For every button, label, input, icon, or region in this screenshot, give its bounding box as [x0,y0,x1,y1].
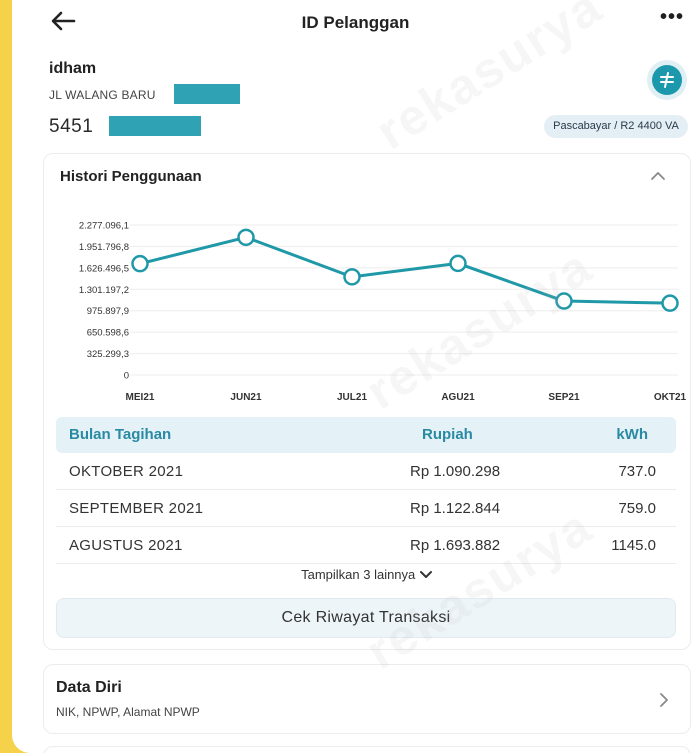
y-tick-label: 0 [124,371,129,382]
app-screen: ID Pelanggan ••• idham JL WALANG BARU 54… [12,0,699,753]
usage-history-card: Histori Penggunaan 2.277.096,1 1.951.796,… [43,153,691,650]
x-tick-label: OKT21 [654,392,687,403]
table-row: AGUSTUS 2021 Rp 1.693.882 1145.0 [56,527,676,564]
table-row: OKTOBER 2021 Rp 1.090.298 737.0 [56,453,676,490]
billing-table: Bulan Tagihan Rupiah kWh OKTOBER 2021 Rp… [56,417,676,564]
x-tick-label: MEI21 [126,392,155,403]
series-line [139,235,671,305]
row-amount: Rp 1.693.882 [410,537,501,554]
personal-data-card[interactable]: Data Diri NIK, NPWP, Alamat NPWP [43,664,691,734]
usage-chart-svg: 2.277.096,1 1.951.796,8 1.626.496,5 1.301.1… [79,221,687,404]
row-amount: Rp 1.090.298 [410,463,501,480]
chevron-up-icon[interactable] [648,168,668,184]
header-kwh: kWh [616,426,648,443]
chevron-down-icon [419,567,433,582]
personal-data-subtitle: NIK, NPWP, Alamat NPWP [56,705,200,719]
y-tick-label: 650.598,6 [87,328,129,339]
row-amount: Rp 1.122.844 [410,500,501,517]
y-tick-label: 325.299,3 [87,349,129,360]
data-point [343,268,361,286]
y-tick-label: 1.951.796,8 [79,242,129,253]
more-options-icon[interactable]: ••• [659,6,684,28]
data-point [661,294,679,312]
transaction-history-button[interactable]: Cek Riwayat Transaksi [56,598,676,638]
table-header: Bulan Tagihan Rupiah kWh [56,417,676,453]
x-tick-label: JUN21 [230,392,262,403]
customer-id: 5451 [49,116,94,137]
header-amount: Rupiah [422,426,473,443]
usage-history-title: Histori Penggunaan [60,168,202,185]
row-month: SEPTEMBER 2021 [69,500,204,517]
data-point [449,254,467,273]
row-kwh: 759.0 [618,500,656,517]
x-tick-label: AGU21 [441,392,475,403]
usage-line-chart: 2.277.096,1 1.951.796,8 1.626.496,5 1.301.1… [44,204,692,414]
back-arrow-icon[interactable] [48,8,78,34]
electricity-logo-icon [647,60,687,100]
next-card [43,746,691,753]
table-row: SEPTEMBER 2021 Rp 1.122.844 759.0 [56,490,676,527]
personal-data-title: Data Diri [56,679,122,696]
row-month: AGUSTUS 2021 [69,537,183,554]
y-tick-label: 1.626.496,5 [79,263,129,274]
show-more-button[interactable]: Tampilkan 3 lainnya [44,566,690,582]
y-tick-label: 1.301.197,2 [79,285,129,296]
chevron-right-icon [658,691,670,709]
redaction-block [174,84,240,104]
x-tick-label: SEP21 [548,392,580,403]
x-tick-label: JUL21 [337,392,367,403]
data-point [131,254,149,273]
customer-name: idham [49,60,97,77]
data-point [555,292,573,310]
tariff-badge: Pascabayar / R2 4400 VA [544,115,688,138]
top-bar: ID Pelanggan ••• [12,0,699,46]
show-more-label: Tampilkan 3 lainnya [301,567,416,583]
data-point [237,228,255,247]
header-month: Bulan Tagihan [69,426,172,443]
page-title: ID Pelanggan [301,13,410,32]
row-month: OKTOBER 2021 [69,463,184,480]
row-kwh: 1145.0 [611,537,656,554]
customer-address: JL WALANG BARU [49,88,156,102]
redaction-block [109,116,201,136]
y-tick-label: 975.897,9 [87,306,129,317]
row-kwh: 737.0 [618,463,656,480]
y-tick-label: 2.277.096,1 [79,221,129,232]
